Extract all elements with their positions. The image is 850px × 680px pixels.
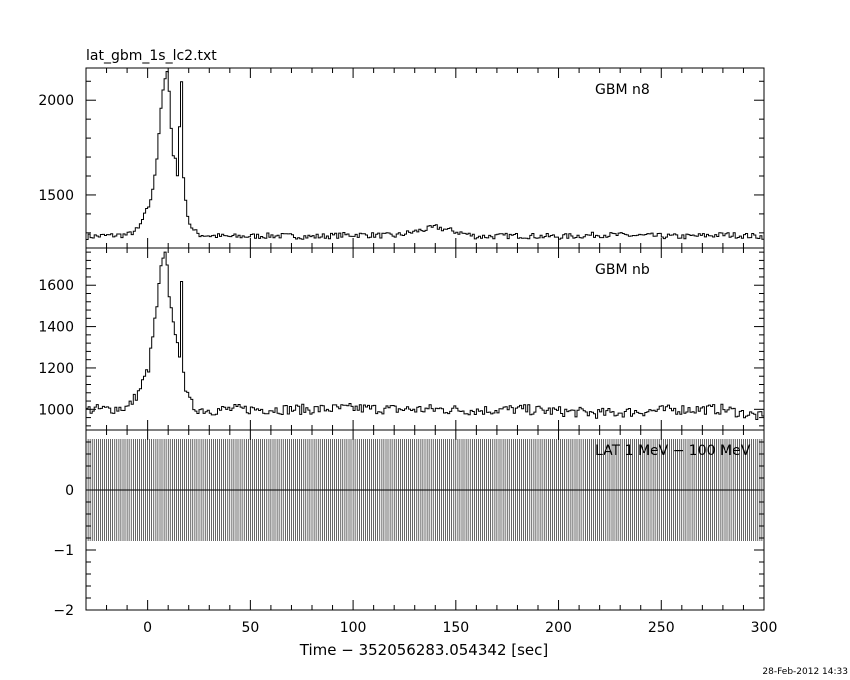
- x-tick-label: 0: [143, 620, 152, 636]
- series-line-top: [86, 71, 765, 240]
- x-tick-label: 50: [241, 620, 259, 636]
- x-axis-label: Time − 352056283.054342 [sec]: [299, 641, 549, 659]
- timestamp: 28-Feb-2012 14:33: [762, 667, 848, 677]
- panel-frame: [85, 67, 765, 249]
- file-title: lat_gbm_1s_lc2.txt: [86, 48, 217, 64]
- panel-top: 1500 2000 GBM n8: [38, 67, 765, 249]
- y-tick-label: 1500: [38, 188, 74, 204]
- x-tick-label: 300: [751, 620, 778, 636]
- panel-bottom: −2 −1 0 LAT 1 MeV − 100 MeV: [53, 429, 765, 619]
- panel-label-middle: GBM nb: [595, 262, 650, 278]
- y-tick-label: 2000: [38, 93, 74, 109]
- panel-label-bottom: LAT 1 MeV − 100 MeV: [595, 443, 751, 459]
- y-tick-label: 1400: [38, 320, 74, 336]
- x-tick-label: 250: [648, 620, 675, 636]
- panel-frame: [85, 429, 765, 611]
- y-tick-label: −1: [53, 543, 74, 559]
- panel-middle: 1000 1200 1400 1600 GBM nb: [38, 247, 765, 431]
- x-tick-label: 200: [545, 620, 572, 636]
- y-tick-label: 1200: [38, 361, 74, 377]
- series-line-middle: [86, 251, 765, 420]
- x-tick-label: 100: [340, 620, 367, 636]
- y-tick-label: 1600: [38, 278, 74, 294]
- y-tick-label: 1000: [38, 402, 74, 418]
- panel-frame: [85, 247, 765, 431]
- x-tick-label: 150: [442, 620, 469, 636]
- y-tick-label: −2: [53, 603, 74, 619]
- y-tick-label: 0: [65, 483, 74, 499]
- panel-label-top: GBM n8: [595, 82, 650, 98]
